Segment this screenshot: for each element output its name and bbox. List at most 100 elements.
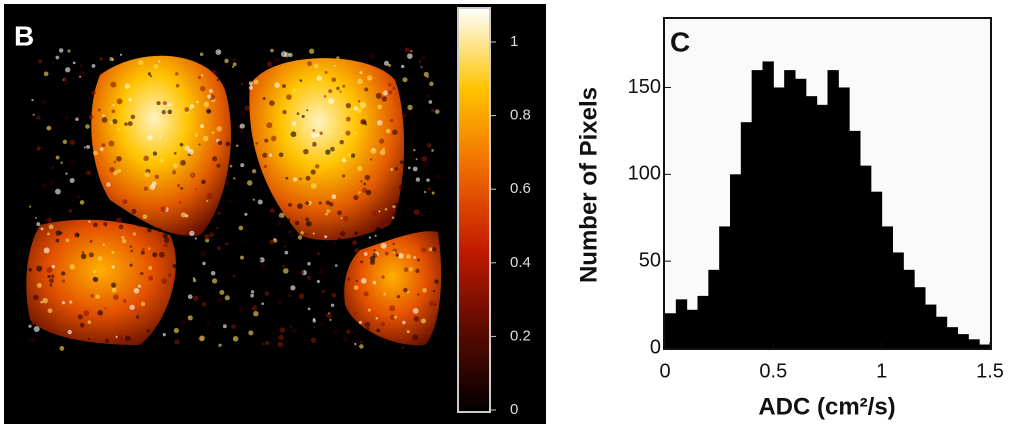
speckle	[359, 341, 363, 344]
speckle	[124, 122, 128, 126]
speckle	[262, 342, 265, 346]
speckle	[61, 279, 66, 283]
speckle	[237, 85, 240, 89]
speckle	[101, 143, 106, 148]
speckle	[364, 87, 369, 92]
speckle	[195, 187, 198, 190]
speckle	[333, 329, 338, 334]
speckle	[375, 317, 378, 320]
speckle	[133, 287, 140, 294]
speckle	[69, 177, 75, 184]
speckle	[92, 174, 97, 179]
speckle	[163, 237, 170, 243]
speckle	[270, 48, 274, 53]
speckle	[338, 237, 341, 241]
speckle	[109, 166, 115, 173]
speckle	[95, 176, 99, 181]
speckle	[366, 75, 373, 81]
speckle	[288, 230, 292, 234]
colorbar-tick-label: 0.2	[510, 327, 531, 344]
speckle	[290, 285, 296, 291]
speckle	[216, 296, 223, 303]
lung-image	[26, 47, 442, 351]
speckle	[174, 339, 180, 345]
speckle	[47, 308, 53, 314]
speckle	[320, 283, 323, 286]
speckle	[180, 319, 185, 325]
histogram-bar	[816, 104, 828, 348]
speckle	[216, 163, 221, 168]
speckle	[137, 284, 141, 288]
speckle	[263, 164, 267, 169]
speckle	[406, 330, 410, 334]
speckle	[388, 83, 392, 87]
speckle	[148, 247, 151, 250]
speckle	[339, 90, 342, 93]
x-tick-label: 0.5	[759, 360, 787, 382]
speckle	[359, 344, 364, 349]
speckle	[274, 57, 280, 64]
speckle	[324, 71, 328, 74]
speckle	[412, 308, 419, 314]
speckle	[288, 294, 291, 298]
speckle	[315, 267, 321, 273]
speckle	[383, 292, 387, 296]
speckle	[77, 109, 82, 113]
speckle	[184, 214, 189, 218]
speckle	[354, 131, 358, 135]
speckle	[206, 320, 211, 325]
speckle	[388, 90, 393, 95]
speckle	[162, 101, 167, 105]
speckle	[40, 300, 43, 304]
speckle	[277, 300, 283, 305]
speckle	[402, 320, 406, 325]
speckle	[243, 239, 247, 242]
speckle	[260, 241, 266, 248]
speckle	[62, 77, 67, 81]
speckle	[233, 261, 236, 264]
speckle	[76, 233, 80, 237]
speckle	[256, 307, 260, 311]
speckle	[390, 168, 394, 171]
speckle	[240, 82, 244, 86]
speckle	[392, 250, 396, 254]
speckle	[167, 273, 172, 278]
speckle	[192, 278, 197, 283]
speckle	[232, 336, 239, 342]
speckle	[117, 335, 124, 341]
speckle	[200, 86, 206, 92]
speckle	[415, 177, 421, 182]
speckle	[423, 134, 430, 141]
speckle	[305, 217, 309, 222]
speckle	[77, 114, 81, 119]
speckle	[252, 198, 255, 201]
speckle	[116, 127, 121, 131]
speckle	[303, 148, 309, 155]
speckle	[59, 231, 63, 235]
speckle	[142, 214, 148, 220]
speckle	[375, 92, 382, 99]
speckle	[347, 152, 352, 157]
speckle	[245, 302, 251, 308]
speckle	[216, 78, 219, 82]
histogram-bar	[925, 304, 937, 348]
speckle	[379, 149, 386, 156]
speckle	[160, 206, 167, 212]
speckle	[239, 123, 245, 129]
speckle	[391, 216, 395, 220]
speckle	[325, 212, 329, 216]
speckle	[360, 119, 365, 124]
speckle	[337, 210, 342, 216]
speckle	[55, 238, 60, 243]
speckle	[207, 233, 210, 236]
speckle	[257, 199, 263, 205]
speckle	[246, 138, 250, 142]
speckle	[51, 264, 56, 269]
speckle	[427, 187, 431, 191]
speckle	[253, 79, 259, 85]
speckle	[250, 290, 255, 294]
speckle	[291, 328, 297, 334]
speckle	[421, 247, 427, 253]
speckle	[358, 320, 363, 325]
speckle	[292, 88, 297, 93]
